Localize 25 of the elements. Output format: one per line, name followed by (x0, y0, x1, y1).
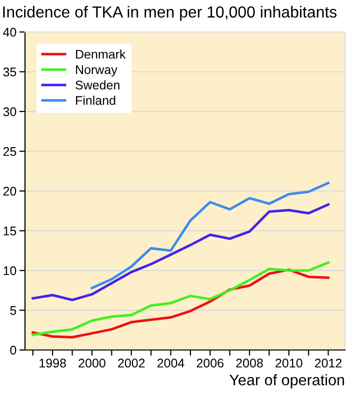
x-tick-label: 2010 (276, 358, 302, 368)
x-tick-label: 1998 (40, 358, 66, 368)
x-tick-label: 2002 (118, 358, 145, 368)
x-tick-label: 2000 (78, 358, 106, 368)
y-tick-label: 5 (10, 306, 16, 315)
y-tick-label: 15 (4, 226, 16, 236)
y-tick-label: 30 (3, 107, 16, 116)
y-tick-label: 25 (3, 147, 16, 156)
y-tick-label: 0 (10, 346, 16, 355)
y-tick-label: 10 (4, 266, 16, 276)
line-series (32, 203, 330, 302)
chart-title: Incidence of TKA in men per 10,000 inhabitants (3, 6, 337, 21)
x-axis-title: Year of operation (230, 374, 344, 388)
legend-label: Norway (76, 65, 118, 77)
x-tick-label: 2012 (314, 358, 342, 368)
x-tick-label: 2008 (236, 358, 263, 368)
legend-label: Denmark (76, 50, 126, 59)
y-tick-label: 35 (3, 68, 16, 76)
line-series (90, 182, 330, 290)
y-tick-label: 20 (3, 186, 16, 196)
legend-label: Sweden (76, 80, 120, 90)
y-tick-label: 40 (3, 28, 16, 37)
legend-label: Finland (76, 96, 116, 105)
x-tick-label: 2006 (196, 358, 224, 368)
x-tick-label: 2004 (157, 358, 184, 368)
